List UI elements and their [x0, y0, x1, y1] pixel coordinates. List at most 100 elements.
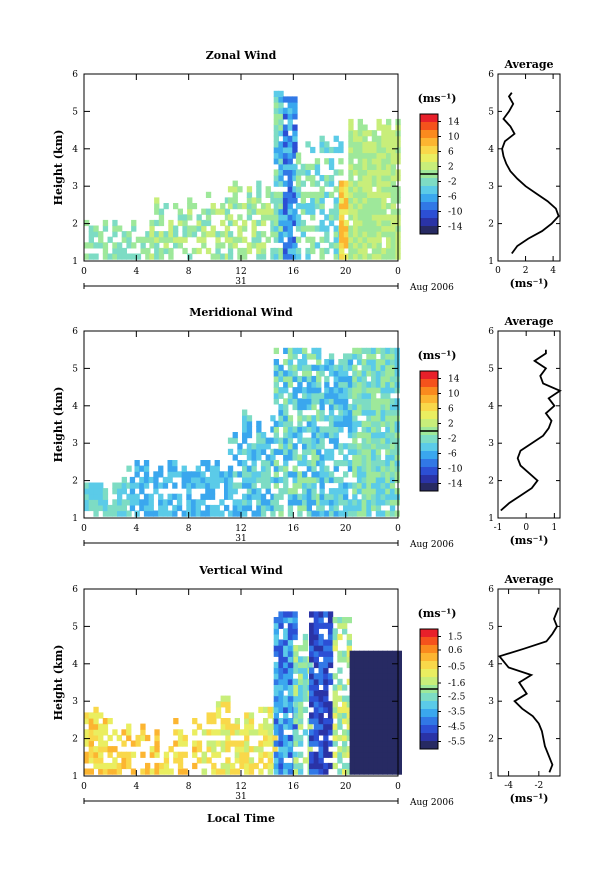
- heatmap-cell: [191, 476, 197, 484]
- heatmap-cell: [377, 673, 384, 680]
- heatmap-cell: [356, 471, 363, 478]
- heatmap-cell: [353, 135, 359, 142]
- heatmap-cell: [177, 208, 183, 215]
- heatmap-cell: [313, 729, 319, 736]
- heatmap-cell: [389, 504, 396, 512]
- heatmap-cell: [324, 465, 330, 472]
- heatmap-cell: [352, 437, 358, 444]
- heatmap-cell: [380, 353, 386, 360]
- heatmap-cell: [283, 471, 289, 478]
- heatmap-cell: [357, 163, 363, 170]
- heatmap-cell: [302, 460, 308, 467]
- heatmap-cell: [324, 364, 330, 371]
- heatmap-cell: [346, 645, 352, 652]
- heatmap-cell: [382, 729, 388, 736]
- heatmap-cell: [390, 225, 396, 232]
- heatmap-cell: [134, 482, 140, 489]
- heatmap-cell: [338, 370, 344, 377]
- heatmap-cell: [181, 510, 187, 517]
- heatmap-cell: [380, 471, 386, 478]
- y-tick-label: 3: [72, 697, 78, 707]
- heatmap-cell: [389, 476, 396, 484]
- heatmap-cell: [371, 460, 377, 467]
- heatmap-cell: [182, 751, 188, 758]
- heatmap-cell: [102, 504, 109, 512]
- heatmap-cell: [333, 146, 339, 154]
- heatmap-cell: [342, 740, 348, 747]
- heatmap-cell: [359, 751, 365, 758]
- heatmap-cell: [389, 499, 396, 506]
- heatmap-cell: [332, 723, 338, 730]
- heatmap-cell: [343, 180, 350, 187]
- heatmap-cell: [248, 762, 255, 770]
- heatmap-cell: [242, 482, 248, 489]
- heatmap-cell: [298, 701, 304, 708]
- heatmap-cell: [278, 476, 284, 484]
- heatmap-cell: [316, 409, 322, 416]
- heatmap-cell: [273, 729, 279, 736]
- heatmap-cell: [298, 768, 304, 775]
- heatmap-cell: [131, 253, 137, 260]
- heatmap-cell: [323, 695, 329, 702]
- heatmap-cell: [311, 510, 317, 517]
- heatmap-cell: [361, 409, 367, 416]
- heatmap-cell: [293, 712, 299, 719]
- heatmap-cell: [273, 225, 279, 232]
- heatmap-cell: [220, 203, 226, 210]
- heatmap-cell: [390, 203, 396, 210]
- heatmap-cell: [191, 225, 198, 232]
- heatmap-cell: [368, 673, 374, 680]
- heatmap-cell: [346, 656, 352, 663]
- heatmap-cell: [244, 746, 250, 753]
- heatmap-cell: [332, 639, 338, 646]
- heatmap-cell: [375, 415, 382, 422]
- heatmap-cell: [297, 454, 303, 461]
- heatmap-cell: [112, 247, 118, 255]
- profile-y-tick-label: 5: [488, 364, 494, 374]
- heatmap-cell: [357, 124, 363, 131]
- heatmap-cell: [158, 219, 165, 227]
- heatmap-cell: [93, 499, 99, 506]
- heatmap-cell: [302, 437, 308, 444]
- heatmap-cell: [270, 253, 276, 260]
- colorbar-tick-label: -2: [448, 178, 457, 188]
- heatmap-cell: [363, 656, 369, 663]
- colorbar-tick-label: -5.5: [448, 738, 466, 748]
- heatmap-cell: [311, 403, 317, 411]
- heatmap-cell: [359, 684, 365, 691]
- heatmap-cell: [349, 701, 355, 708]
- heatmap-cell: [354, 746, 360, 753]
- heatmap-cell: [282, 135, 289, 142]
- heatmap-cell: [306, 398, 312, 405]
- heatmap-cell: [283, 762, 289, 770]
- heatmap-cell: [246, 247, 253, 255]
- heatmap-cell: [192, 762, 198, 770]
- heatmap-cell: [382, 762, 388, 770]
- heatmap-cell: [352, 460, 358, 467]
- heatmap-cell: [313, 706, 319, 713]
- heatmap-cell: [338, 364, 344, 371]
- heatmap-cell: [237, 225, 243, 232]
- heatmap-cell: [319, 191, 325, 198]
- heatmap-cell: [371, 208, 378, 215]
- heatmap-cell: [297, 359, 303, 366]
- heatmap-cell: [368, 678, 374, 685]
- heatmap-cell: [246, 214, 253, 221]
- heatmap-cell: [205, 476, 211, 484]
- heatmap-cell: [278, 762, 284, 770]
- heatmap-cell: [348, 191, 354, 198]
- heatmap-cell: [343, 471, 349, 478]
- profile-line-1: [500, 349, 562, 512]
- heatmap-cell: [302, 353, 308, 360]
- heatmap-cell: [318, 617, 324, 624]
- heatmap-cell: [356, 504, 363, 512]
- heatmap-cell: [126, 734, 132, 742]
- heatmap-cell: [387, 746, 393, 753]
- heatmap-cell: [306, 387, 312, 394]
- heatmap-cell: [380, 359, 386, 366]
- heatmap-cell: [196, 225, 202, 232]
- heatmap-cell: [88, 729, 94, 736]
- heatmap-cell: [201, 231, 207, 238]
- heatmap-cell: [306, 415, 312, 422]
- heatmap-cell: [302, 690, 309, 697]
